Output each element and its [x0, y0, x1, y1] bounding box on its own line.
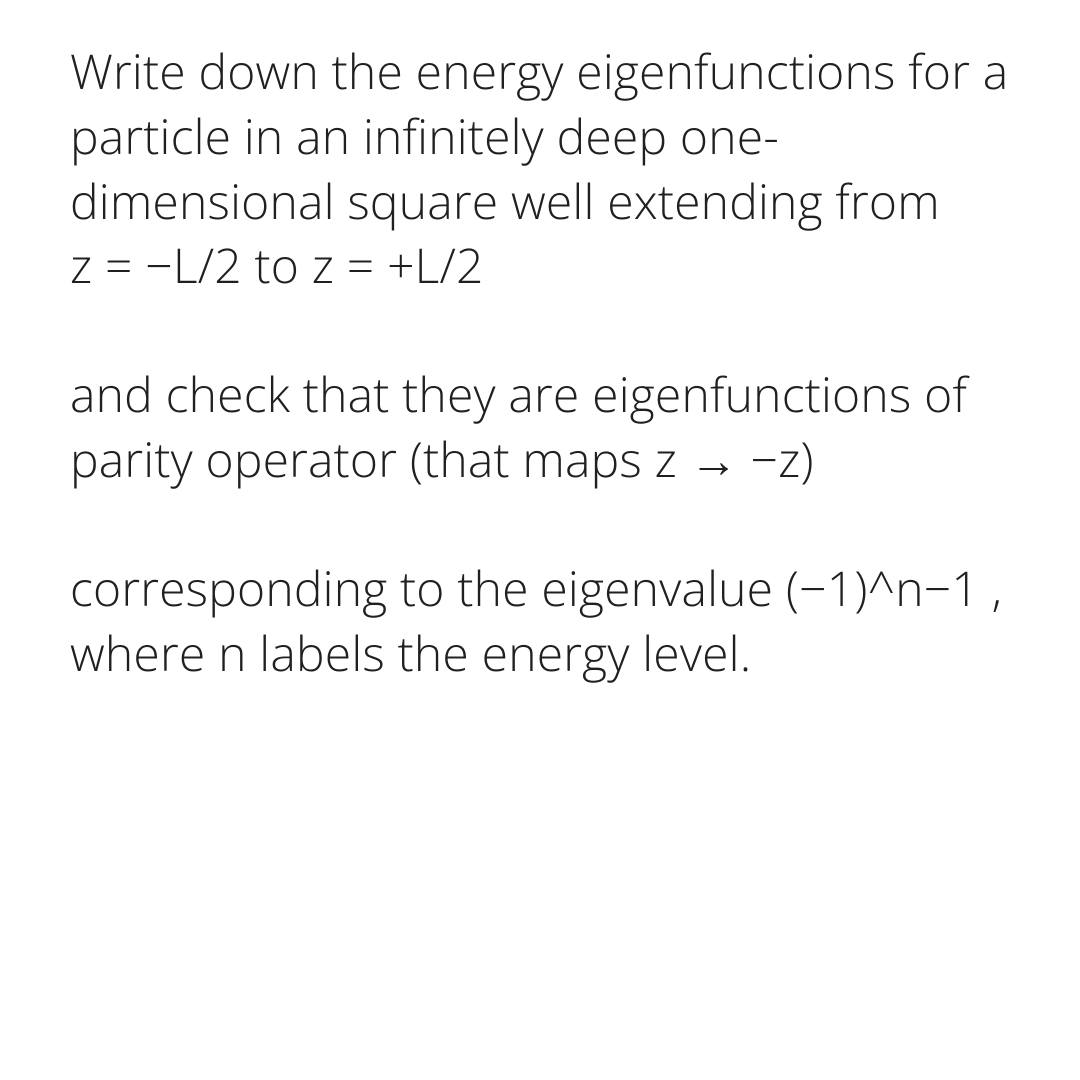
- paragraph-3: corresponding to the eigenvalue (−1)^n−1…: [70, 557, 1020, 687]
- text-line: corresponding to the eigenvalue (−1)^n−1…: [70, 556, 1002, 686]
- text-line: z = −L/2 to z = +L/2: [70, 233, 484, 298]
- document-page: Write down the energy eigenfunctions for…: [0, 0, 1080, 1080]
- paragraph-2: and check that they are eigenfunctions o…: [70, 363, 1020, 493]
- paragraph-gap: [70, 299, 1020, 363]
- paragraph-gap: [70, 493, 1020, 557]
- text-line: and check that they are eigenfunctions o…: [70, 362, 967, 492]
- text-line: Write down the energy eigenfunctions for…: [70, 39, 1008, 234]
- paragraph-1: Write down the energy eigenfunctions for…: [70, 40, 1020, 299]
